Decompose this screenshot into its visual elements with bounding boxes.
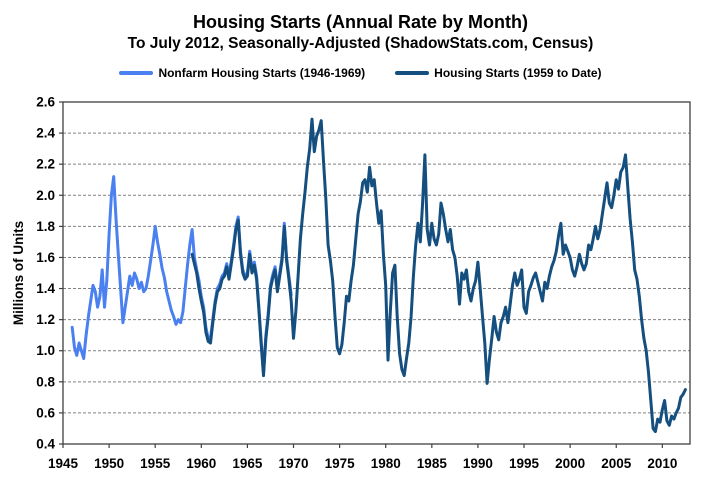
y-tick-label: 1.6 xyxy=(36,250,55,265)
y-tick-label: 2.6 xyxy=(36,95,55,110)
y-tick-label: 0.6 xyxy=(36,405,55,420)
y-tick-label: 0.8 xyxy=(36,374,55,389)
y-tick-label: 0.4 xyxy=(36,437,55,452)
x-tick-label: 1960 xyxy=(186,456,216,471)
x-tick-label: 1980 xyxy=(371,456,401,471)
y-tick-label: 1.4 xyxy=(36,281,55,296)
housing-line-swatch-icon xyxy=(395,71,430,75)
legend-item-housing: Housing Starts (1959 to Date) xyxy=(395,66,602,80)
x-tick-label: 1985 xyxy=(417,456,448,471)
chart-title: Housing Starts (Annual Rate by Month) xyxy=(193,12,528,32)
y-tick-label: 1.8 xyxy=(36,219,55,234)
chart-subtitle: To July 2012, Seasonally-Adjusted (Shado… xyxy=(127,35,594,52)
legend: Nonfarm Housing Starts (1946-1969) Housi… xyxy=(0,66,721,80)
legend-label-housing: Housing Starts (1959 to Date) xyxy=(434,66,602,80)
x-tick-label: 1975 xyxy=(325,456,356,471)
x-tick-label: 1970 xyxy=(278,456,308,471)
x-tick-label: 1990 xyxy=(463,456,493,471)
series-line-nonfarm-housing-starts xyxy=(70,175,293,374)
x-tick-label: 1945 xyxy=(48,456,79,471)
y-tick-label: 2.2 xyxy=(36,157,55,172)
series-line-housing-starts xyxy=(190,117,687,434)
legend-label-nonfarm: Nonfarm Housing Starts (1946-1969) xyxy=(158,66,366,80)
x-tick-label: 1955 xyxy=(140,456,171,471)
y-tick-label: 2.0 xyxy=(36,188,55,203)
y-tick-label: 2.4 xyxy=(36,126,55,141)
x-tick-label: 1965 xyxy=(232,456,263,471)
y-tick-label: 1.2 xyxy=(36,312,55,327)
nonfarm-line-swatch-icon xyxy=(119,71,154,75)
x-tick-label: 2010 xyxy=(647,456,677,471)
plot-border xyxy=(62,101,691,445)
x-tick-label: 1995 xyxy=(509,456,540,471)
x-tick-label: 2005 xyxy=(601,456,632,471)
x-tick-label: 2000 xyxy=(555,456,585,471)
legend-item-nonfarm: Nonfarm Housing Starts (1946-1969) xyxy=(119,66,365,80)
y-tick-label: 1.0 xyxy=(36,343,55,358)
x-tick-label: 1950 xyxy=(94,456,124,471)
